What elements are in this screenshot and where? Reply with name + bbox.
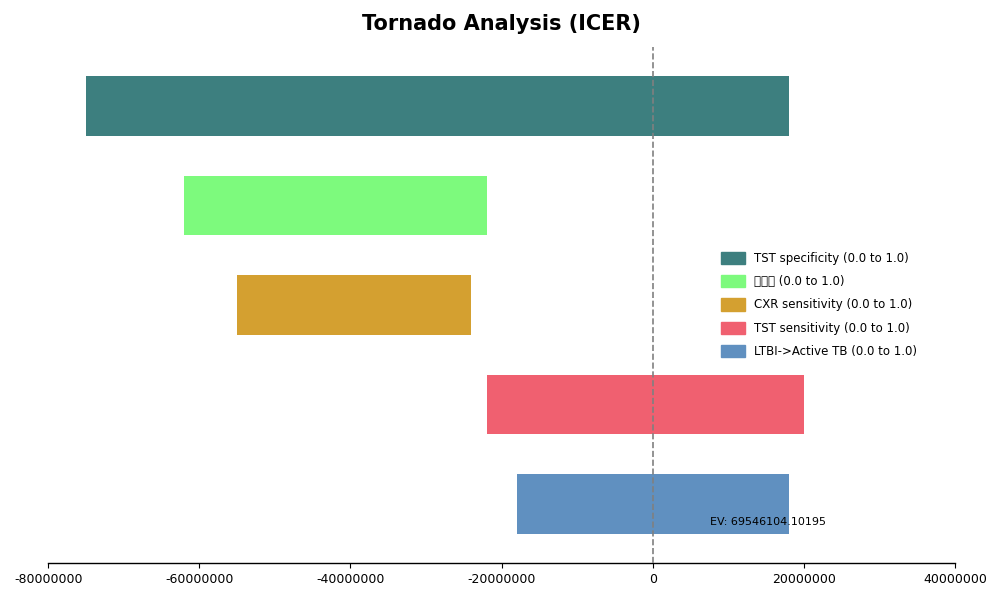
Bar — [486, 374, 804, 434]
Title: Tornado Analysis (ICER): Tornado Analysis (ICER) — [362, 14, 641, 34]
Bar — [237, 275, 471, 335]
Legend: TST specificity (0.0 to 1.0), 할인율 (0.0 to 1.0), CXR sensitivity (0.0 to 1.0), TS: TST specificity (0.0 to 1.0), 할인율 (0.0 t… — [716, 248, 922, 362]
Bar — [517, 474, 789, 533]
Bar — [86, 76, 789, 136]
Bar — [184, 176, 486, 235]
Text: EV: 69546104.10195: EV: 69546104.10195 — [711, 517, 826, 527]
